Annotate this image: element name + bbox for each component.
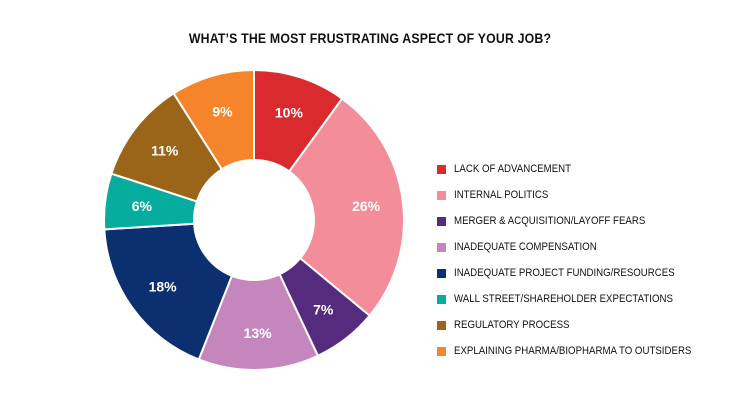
legend-label-6: REGULATORY PROCESS (454, 319, 570, 331)
legend-item-3: INADEQUATE COMPENSATION (437, 234, 724, 260)
legend-label-7: EXPLAINING PHARMA/BIOPHARMA TO OUTSIDERS (454, 345, 692, 357)
legend-swatch-4 (437, 268, 446, 278)
legend-swatch-0 (437, 164, 446, 174)
slice-4 (103, 222, 234, 361)
legend-swatch-7 (437, 346, 446, 356)
legend-swatch-6 (437, 320, 446, 330)
slice-label-1: 26% (352, 198, 381, 214)
slice-1 (287, 97, 405, 318)
legend-label-0: LACK OF ADVANCEMENT (454, 163, 572, 175)
slice-7 (172, 68, 255, 171)
slice-3 (197, 272, 320, 371)
legend-label-3: INADEQUATE COMPENSATION (454, 241, 597, 253)
legend-item-7: EXPLAINING PHARMA/BIOPHARMA TO OUTSIDERS (437, 338, 724, 364)
chart-title: WHAT’S THE MOST FRUSTRATING ASPECT OF YO… (188, 30, 552, 46)
legend-item-2: MERGER & ACQUISITION/LAYOFF FEARS (437, 208, 724, 234)
legend-label-4: INADEQUATE PROJECT FUNDING/RESOURCES (454, 267, 675, 279)
slice-label-7: 9% (212, 103, 233, 119)
legend-item-5: WALL STREET/SHAREHOLDER EXPECTATIONS (437, 286, 724, 312)
legend-swatch-5 (437, 294, 446, 304)
legend-item-0: LACK OF ADVANCEMENT (437, 156, 724, 182)
legend-item-6: REGULATORY PROCESS (437, 312, 724, 338)
slice-label-2: 7% (313, 301, 334, 317)
slice-label-3: 13% (244, 325, 273, 341)
slice-label-6: 11% (151, 143, 179, 159)
legend-swatch-3 (437, 242, 446, 252)
slice-label-0: 10% (275, 105, 304, 121)
chart-legend: LACK OF ADVANCEMENT INTERNAL POLITICS MERG… (437, 156, 724, 364)
legend-label-1: INTERNAL POLITICS (454, 189, 549, 201)
legend-item-4: INADEQUATE PROJECT FUNDING/RESOURCES (437, 260, 724, 286)
slice-label-4: 18% (149, 278, 178, 294)
legend-label-5: WALL STREET/SHAREHOLDER EXPECTATIONS (454, 293, 673, 305)
legend-swatch-2 (437, 216, 446, 226)
legend-swatch-1 (437, 190, 446, 200)
slice-label-5: 6% (132, 198, 153, 214)
legend-label-2: MERGER & ACQUISITION/LAYOFF FEARS (454, 215, 646, 227)
legend-item-1: INTERNAL POLITICS (437, 182, 724, 208)
